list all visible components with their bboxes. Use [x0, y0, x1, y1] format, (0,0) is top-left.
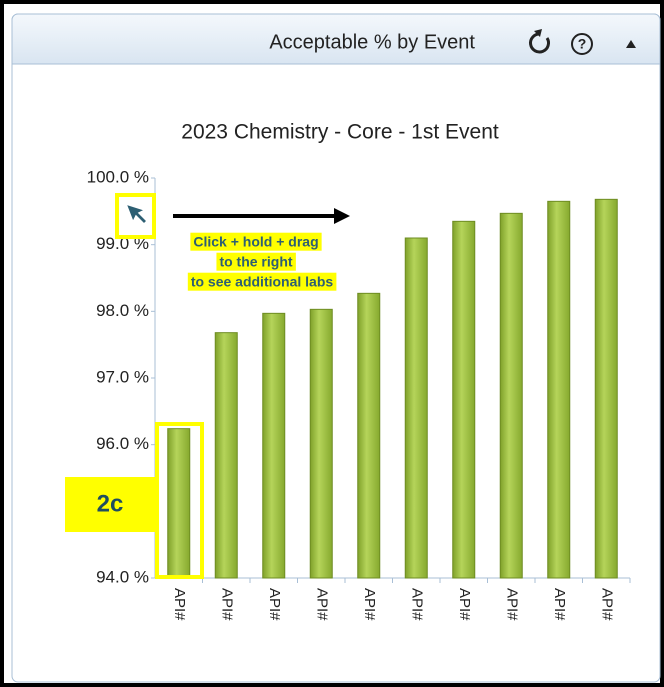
- refresh-icon[interactable]: [529, 29, 550, 54]
- y-tick-label: 100.0 %: [87, 167, 149, 186]
- drag-arrowhead: [334, 208, 350, 224]
- bar: [357, 292, 381, 579]
- x-tick-label: API#: [313, 588, 330, 621]
- y-tick-label: 98.0 %: [96, 301, 149, 320]
- collapse-icon[interactable]: [626, 40, 636, 48]
- bar-highlight: [155, 422, 204, 579]
- x-tick-label: API#: [218, 588, 235, 621]
- x-tick-label: API#: [266, 588, 283, 621]
- cursor-highlight: [115, 193, 156, 239]
- bar: [167, 428, 191, 579]
- y-tick-label: 96.0 %: [96, 434, 149, 453]
- svg-text:?: ?: [578, 36, 587, 52]
- panel-header: [11, 13, 661, 65]
- step-label: 2c: [97, 490, 124, 517]
- plot: 94.0 %96.0 %97.0 %98.0 %99.0 %100.0 %API…: [87, 167, 631, 621]
- help-icon[interactable]: ?: [571, 33, 593, 55]
- instruction-line: to the right: [219, 254, 292, 270]
- bar: [499, 212, 523, 579]
- bar: [309, 308, 333, 579]
- x-tick-label: API#: [171, 588, 188, 621]
- instruction: Click + hold + drag to the right to see ad…: [187, 232, 337, 291]
- instruction-line: Click + hold + drag: [193, 234, 318, 250]
- bar: [262, 312, 286, 579]
- panel-title: Acceptable % by Event: [269, 31, 475, 53]
- x-tick-label: API#: [551, 588, 568, 621]
- y-tick-label: 97.0 %: [96, 367, 149, 386]
- bar: [452, 220, 476, 579]
- instruction-highlight: [190, 232, 322, 251]
- chart-title: 2023 Chemistry - Core - 1st Event: [181, 121, 499, 144]
- x-tick-label: API#: [408, 588, 425, 621]
- bar: [594, 198, 618, 579]
- instruction-highlight: [216, 252, 296, 271]
- instruction-line: to see additional labs: [191, 274, 334, 290]
- step-label-box: [65, 477, 155, 532]
- x-tick-label: API#: [456, 588, 473, 621]
- instruction-highlight: [187, 272, 337, 291]
- x-tick-label: API#: [598, 588, 615, 621]
- x-tick-label: API#: [361, 588, 378, 621]
- bar: [547, 200, 571, 579]
- bar: [404, 237, 428, 579]
- x-tick-label: API#: [503, 588, 520, 621]
- cursor-icon: [124, 202, 149, 226]
- bar: [214, 332, 238, 579]
- y-tick-label: 94.0 %: [96, 567, 149, 586]
